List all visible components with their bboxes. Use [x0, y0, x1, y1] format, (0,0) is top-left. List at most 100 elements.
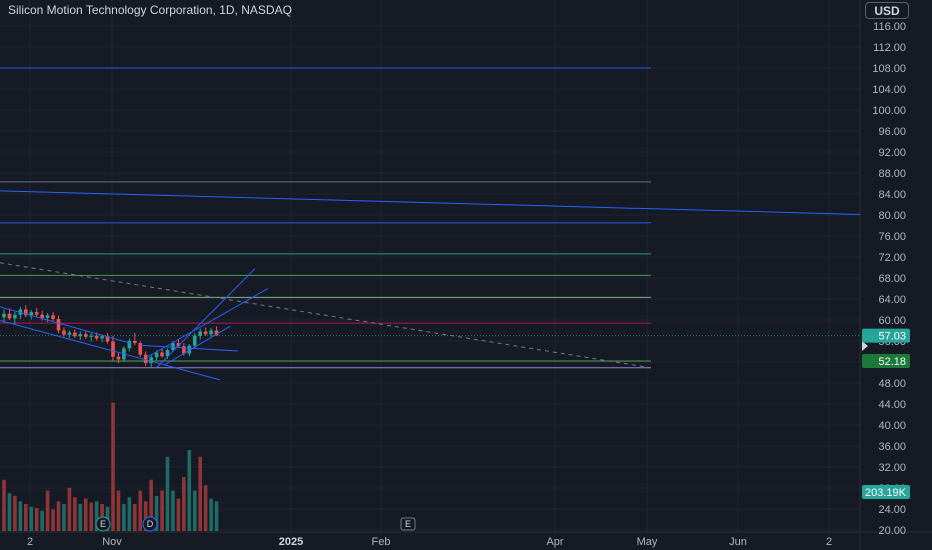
volume-bar	[165, 456, 170, 531]
volume-bar	[13, 495, 17, 531]
pattern-line	[139, 344, 239, 352]
candle-body	[56, 318, 61, 331]
price-tick-label: 72.00	[878, 252, 906, 264]
volume-bar	[187, 450, 192, 531]
event-badge	[142, 516, 158, 532]
candle-body	[198, 331, 202, 336]
candle-body	[149, 357, 153, 364]
price-tick-label: 68.00	[878, 273, 906, 285]
time-tick-label: Apr	[546, 536, 563, 548]
currency-button[interactable]: USD	[865, 2, 909, 19]
price-tick-label: 76.00	[878, 231, 906, 243]
chart-title: Silicon Motion Technology Corporation, 1…	[8, 3, 292, 17]
candle-body	[176, 343, 181, 347]
price-tick-label: 88.00	[878, 168, 906, 180]
time-tick-label: Nov	[102, 536, 122, 548]
price-axis-arrow	[862, 341, 868, 351]
candle-body	[78, 334, 83, 337]
volume-bar	[154, 495, 159, 531]
volume-bar	[171, 490, 175, 531]
volume-bar	[209, 498, 213, 531]
volume-bar	[182, 477, 186, 531]
time-tick-label: 2	[826, 536, 832, 548]
volume-tag-bg	[862, 485, 910, 499]
price-tick-label: 104.00	[872, 84, 906, 96]
volume-bar	[18, 501, 23, 531]
volume-bar	[7, 493, 12, 531]
event-label: E	[100, 519, 106, 529]
volume-bar	[2, 479, 6, 531]
volume-bar	[122, 504, 126, 531]
event-marker-d[interactable]: D	[142, 516, 158, 532]
time-tick-label: May	[637, 536, 658, 548]
event-marker-e[interactable]: E	[95, 516, 111, 532]
last-price-tag-bg	[862, 328, 910, 343]
volume-bar	[198, 456, 202, 531]
candle-body	[29, 312, 34, 316]
volume-bar	[214, 501, 219, 531]
price-tick-label: 44.00	[878, 399, 906, 411]
candle-body	[143, 354, 148, 364]
pattern-line	[0, 320, 221, 381]
candle-body	[45, 315, 50, 318]
volume-bar	[89, 502, 93, 531]
volume-bar	[203, 485, 208, 531]
candle-body	[171, 343, 175, 350]
volume-bar	[56, 501, 61, 531]
time-tick-label: Jun	[729, 536, 747, 548]
candle-body	[24, 309, 28, 316]
price-tick-label: 80.00	[878, 210, 906, 222]
volume-bar	[83, 498, 88, 531]
time-tick-label: 2025	[279, 536, 303, 548]
event-marker-e[interactable]: E	[400, 517, 416, 531]
price-tick-label: 108.00	[872, 63, 906, 75]
candle-body	[116, 356, 121, 360]
candle-body	[2, 313, 6, 318]
event-badge	[95, 516, 111, 532]
trendline-dashed	[0, 262, 652, 369]
price-tick-label: 20.00	[878, 525, 906, 537]
candle-body	[7, 313, 12, 319]
candle-body	[62, 330, 66, 335]
volume-bar	[62, 504, 66, 531]
volume-bar	[40, 510, 44, 531]
pattern-line	[0, 306, 131, 344]
price-tick-label: 32.00	[878, 462, 906, 474]
candle-body	[67, 332, 72, 335]
pattern-line	[147, 288, 269, 358]
price-tick-label: 24.00	[878, 504, 906, 516]
price-tick-label: 100.00	[872, 105, 906, 117]
volume-bar	[160, 490, 164, 531]
volume-bar	[34, 508, 39, 531]
pattern-line	[164, 325, 231, 366]
volume-tag: 203.19K	[862, 485, 910, 499]
time-tick-label: Feb	[372, 536, 391, 548]
candle-body	[138, 343, 143, 355]
candle-body	[89, 335, 93, 337]
event-label: D	[147, 519, 154, 529]
volume-bar	[45, 490, 50, 531]
volume-bar	[143, 501, 148, 531]
level-price-tag-bg	[862, 354, 910, 369]
trendline	[0, 190, 861, 215]
price-tick-label: 84.00	[878, 189, 906, 201]
candle-body	[94, 335, 99, 339]
volume-bar	[73, 497, 77, 531]
volume-bar	[192, 490, 197, 531]
volume-bar	[94, 501, 99, 531]
volume-bar	[24, 504, 28, 531]
volume-tag-text: 203.19K	[865, 487, 907, 499]
candle-body	[209, 330, 213, 335]
candle-body	[13, 314, 17, 319]
volume-bar	[149, 479, 153, 531]
candle-body	[214, 330, 219, 336]
event-badge	[400, 517, 416, 531]
price-tick-label: 116.00	[873, 21, 906, 33]
candle-body	[34, 312, 39, 315]
candle-body	[165, 349, 170, 357]
volume-bar	[29, 506, 34, 531]
candle-body	[73, 332, 77, 337]
time-tick-label: 2	[27, 536, 33, 548]
candle-body	[40, 314, 44, 318]
